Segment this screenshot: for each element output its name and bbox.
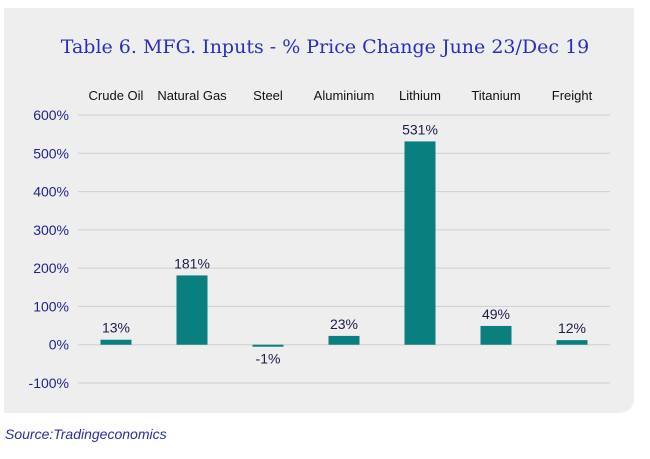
data-labels: 13% 181% -1% 23% 531% 49% 12% [102,121,586,366]
category-label: Freight [552,88,593,103]
data-label: 49% [482,306,510,322]
y-tick-label: -100% [29,375,69,391]
bar [480,325,512,345]
bar [252,344,284,347]
y-tick-label: 0% [49,337,69,353]
bars [100,141,588,347]
data-label: 531% [402,121,438,137]
data-label: -1% [256,351,281,367]
bar [328,335,360,345]
category-label: Lithium [399,88,441,103]
bar [176,275,208,345]
chart-panel [4,8,634,413]
chart-title: Table 6. MFG. Inputs - % Price Change Ju… [60,36,590,58]
bar [404,141,436,345]
bar [100,339,132,345]
data-label: 13% [102,320,130,336]
y-tick-label: 200% [33,260,69,276]
source-note: Source:Tradingeconomics [5,426,167,442]
category-label: Titanium [471,88,520,103]
data-label: 23% [330,316,358,332]
y-tick-label: 100% [33,298,69,314]
y-tick-label: 500% [33,145,69,161]
category-labels: Crude Oil Natural Gas Steel Aluminium Lithiu… [89,88,593,103]
y-tick-label: 300% [33,222,69,238]
category-label: Crude Oil [89,88,144,103]
data-label: 181% [174,255,210,271]
y-tick-label: 600% [33,107,69,123]
category-label: Natural Gas [157,88,227,103]
y-axis-tick-labels: 600% 500% 400% 300% 200% 100% 0% -100% [29,107,69,391]
y-tick-label: 400% [33,184,69,200]
bar [556,340,588,345]
category-label: Aluminium [314,88,375,103]
category-label: Steel [253,88,283,103]
data-label: 12% [558,320,586,336]
